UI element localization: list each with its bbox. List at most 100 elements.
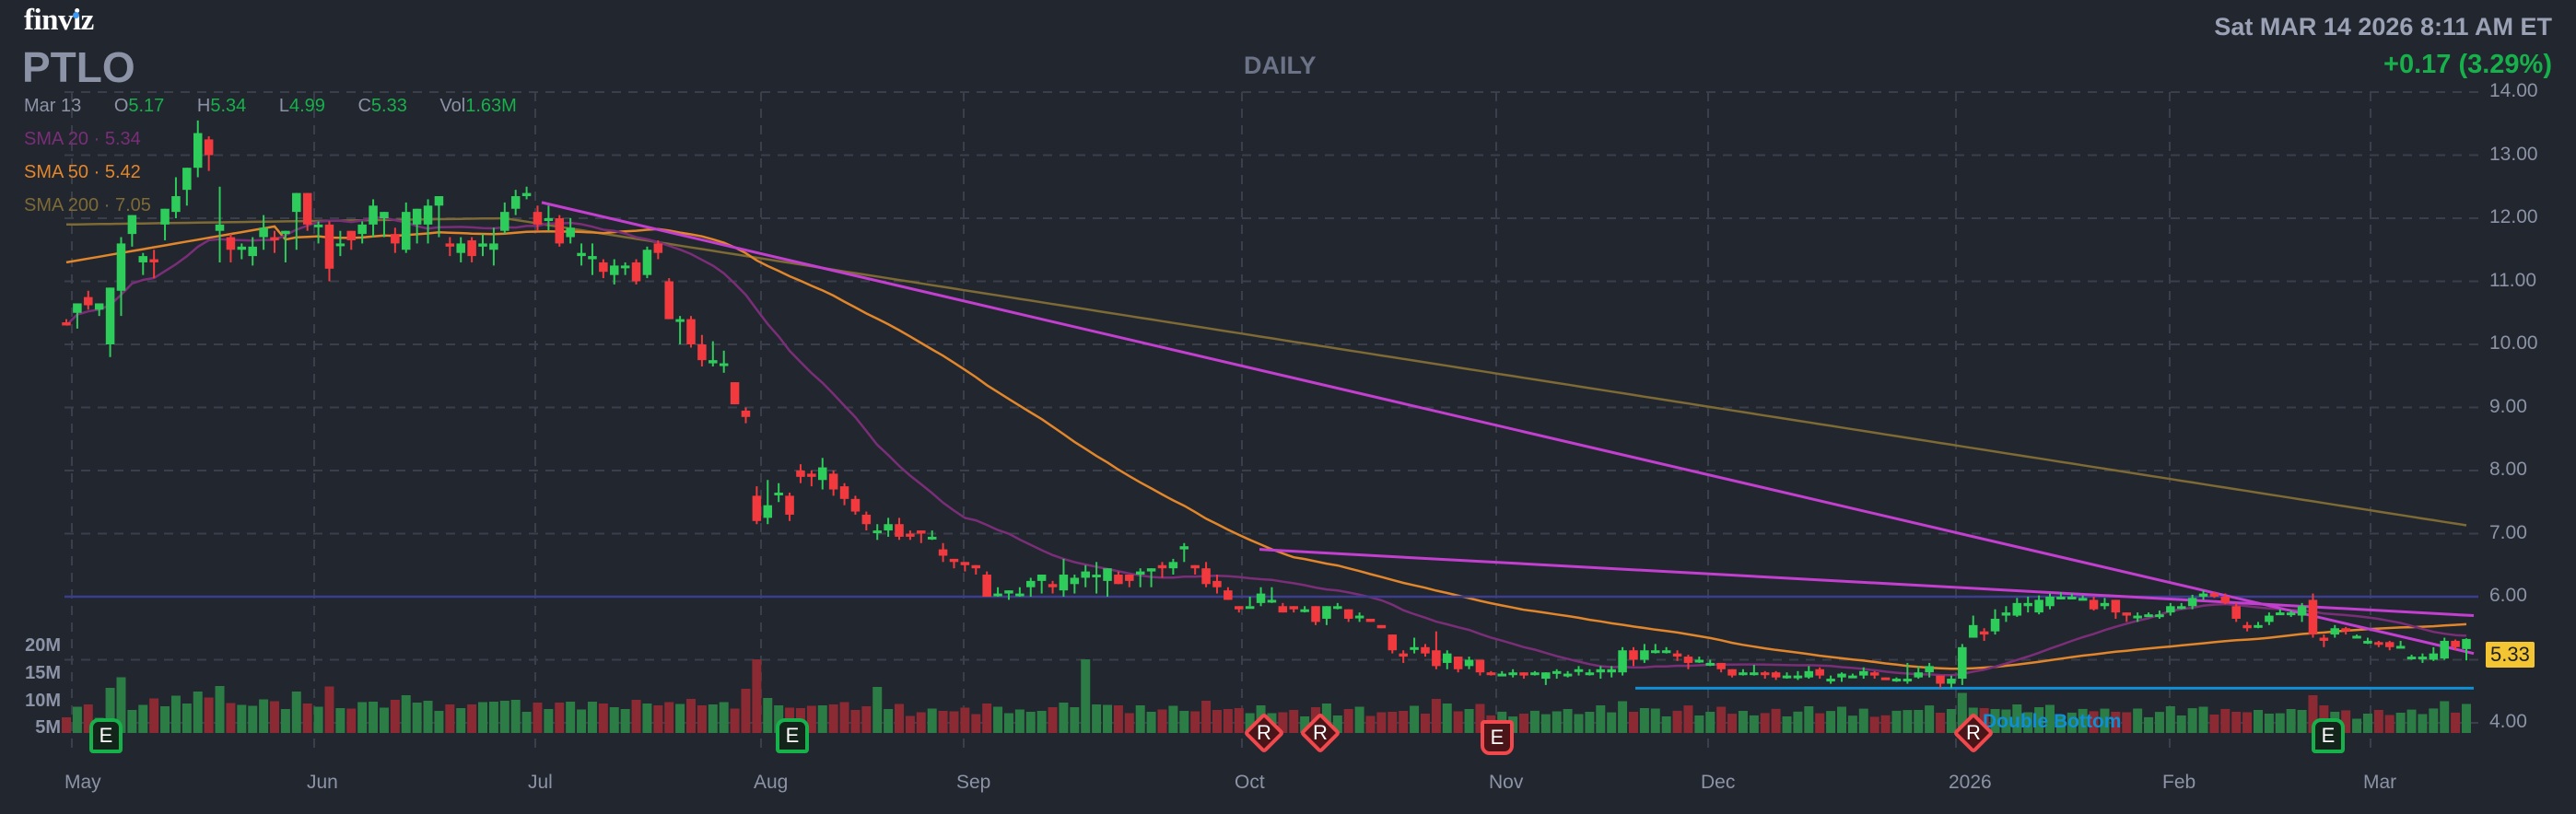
candle-down	[226, 237, 236, 250]
candle-up	[642, 250, 652, 275]
volume-bar	[719, 702, 729, 733]
volume-bar	[259, 699, 269, 733]
price-tick: 7.00	[2489, 521, 2527, 543]
earnings-miss-marker-icon[interactable]: E	[1481, 720, 1514, 755]
candle-down	[1979, 631, 1989, 635]
volume-bar	[2209, 715, 2219, 733]
candle-up	[1256, 593, 1266, 603]
volume-bar	[817, 705, 827, 733]
event-letter: E	[2321, 724, 2336, 747]
earnings-marker-icon[interactable]: E	[2312, 718, 2345, 753]
sma200-legend[interactable]: SMA 200 · 7.05	[24, 195, 151, 215]
earnings-marker-icon[interactable]: E	[776, 718, 809, 753]
candle-up	[1694, 659, 1704, 663]
volume-bar	[1014, 709, 1025, 733]
candle-up	[116, 243, 126, 291]
last-price-tag: 5.33	[2486, 642, 2535, 668]
candle-down	[445, 243, 455, 247]
candle-up	[2166, 606, 2175, 613]
candle-down	[839, 486, 849, 499]
volume-bar	[2275, 713, 2285, 733]
candle-down	[1475, 659, 1485, 673]
volume-bar	[1738, 711, 1748, 733]
volume-bar	[555, 703, 565, 733]
candle-up	[1267, 599, 1277, 603]
volume-bar	[2176, 715, 2186, 733]
candle-up	[2352, 635, 2361, 639]
volume-bar	[2308, 695, 2318, 733]
volume-bar	[1168, 705, 1178, 733]
sma20-legend[interactable]: SMA 20 · 5.34	[24, 129, 141, 149]
sma200-label: SMA 200	[24, 195, 100, 215]
candle-down	[730, 382, 740, 405]
volume-bar	[927, 708, 937, 733]
volume-bar	[1836, 706, 1846, 733]
candle-up	[1300, 609, 1309, 612]
downtrend-line-2	[1259, 548, 2475, 618]
volume-bar	[1716, 706, 1727, 733]
time-tick: 2026	[1949, 772, 1992, 793]
sma50-legend[interactable]: SMA 50 · 5.42	[24, 162, 141, 182]
candle-up	[2254, 624, 2263, 628]
volume-bar	[1442, 704, 1452, 733]
candle-up	[1925, 666, 1934, 673]
volume-bar	[1025, 712, 1036, 733]
earnings-marker-icon[interactable]: E	[89, 718, 123, 753]
volume-bar	[544, 709, 554, 733]
open-label: O	[113, 96, 129, 116]
volume-bar	[1891, 710, 1902, 733]
downtrend-line-1	[541, 201, 2475, 656]
candle-up	[1968, 624, 1978, 638]
volume-bar	[1300, 716, 1310, 733]
candle-up	[2265, 615, 2274, 622]
volume-bar	[1146, 712, 1156, 733]
candle-down	[807, 473, 816, 477]
volume-bar	[2100, 708, 2110, 733]
volume-bar	[1639, 708, 1649, 733]
candle-down	[1224, 590, 1233, 600]
volume-bar	[1650, 708, 1660, 733]
volume-bar	[456, 708, 466, 733]
volume-bar	[510, 700, 521, 733]
candle-down	[1343, 609, 1353, 619]
candle-up	[127, 215, 137, 235]
volume-bar	[642, 704, 652, 733]
volume-bar	[2001, 709, 2011, 733]
double-bottom-pattern-label[interactable]: Double Bottom	[1983, 711, 2122, 732]
candle-down	[861, 514, 872, 525]
candle-down	[1716, 662, 1726, 669]
candle-up	[1146, 568, 1156, 572]
volume-bar	[2384, 715, 2395, 733]
candle-up	[2418, 657, 2428, 660]
candle-up	[500, 212, 509, 231]
volume-bar	[2418, 714, 2428, 733]
candle-down	[1125, 575, 1134, 581]
volume-bar	[1618, 701, 1628, 733]
volume-bar	[993, 706, 1003, 733]
volume-bar	[226, 703, 236, 733]
candle-up	[1464, 659, 1474, 667]
candle-down	[850, 498, 861, 512]
volume-bar	[1869, 716, 1879, 733]
candle-up	[2023, 602, 2032, 607]
volume-bar	[806, 705, 816, 733]
volume-bar	[1223, 709, 1233, 733]
price-tick: 4.00	[2489, 711, 2527, 732]
candle-up	[872, 530, 882, 534]
candle-up	[1596, 669, 1606, 673]
volume-bar	[2395, 713, 2406, 733]
volume-bar	[445, 704, 455, 733]
volume-bar	[1858, 708, 1868, 733]
volume-bar	[708, 704, 718, 733]
finviz-logo[interactable]: finviz	[24, 4, 94, 38]
candle-down	[653, 243, 663, 253]
volume-bar	[369, 702, 379, 733]
time-tick: Jun	[307, 772, 338, 793]
candle-down	[949, 558, 959, 563]
candle-up	[2155, 614, 2164, 618]
volume-bar	[280, 709, 290, 733]
candle-up	[620, 265, 630, 269]
candle-up	[1750, 672, 1759, 676]
price-tick: 6.00	[2489, 585, 2527, 606]
